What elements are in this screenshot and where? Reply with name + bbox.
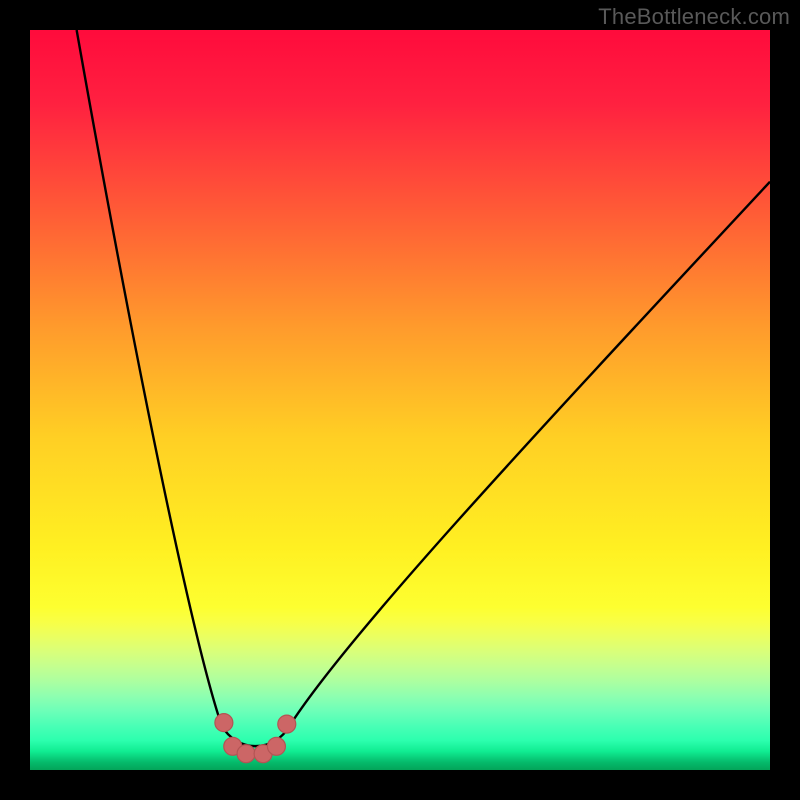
optimal-dot — [278, 715, 296, 733]
optimal-dot — [215, 714, 233, 732]
bottleneck-chart — [0, 0, 800, 800]
source-watermark: TheBottleneck.com — [598, 4, 790, 30]
gradient-background — [30, 30, 770, 770]
optimal-dot — [267, 737, 285, 755]
optimal-dot — [237, 745, 255, 763]
